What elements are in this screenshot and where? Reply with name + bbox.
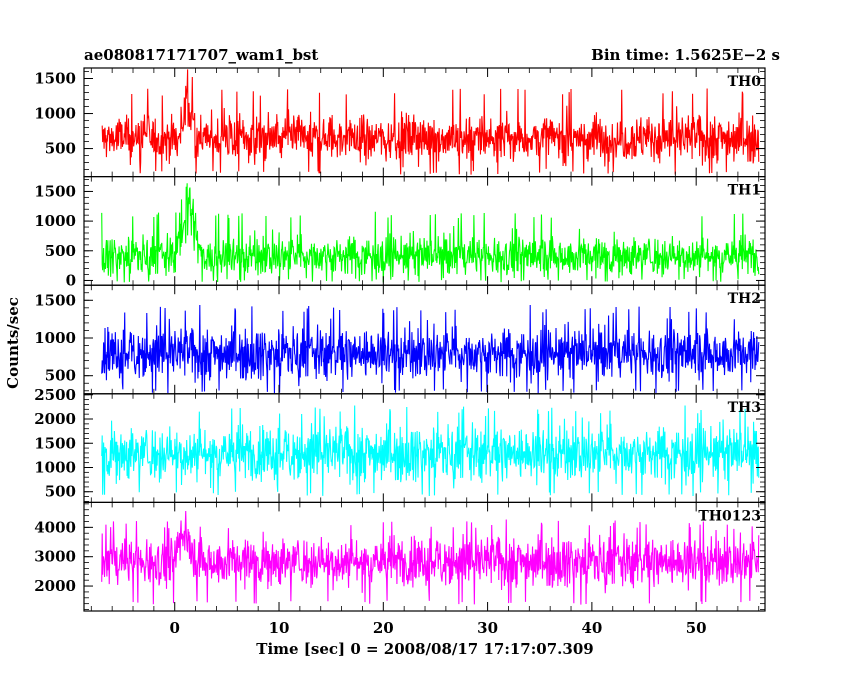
series-line-th0 (101, 69, 760, 175)
panel-label-th2: TH2 (728, 291, 761, 307)
y-tick-label: 2500 (34, 386, 76, 404)
y-tick-label: 1500 (34, 291, 76, 309)
x-tick-label: 40 (581, 619, 602, 637)
y-tick-label: 2000 (34, 577, 76, 595)
y-tick-label: 500 (45, 483, 76, 501)
panel-label-th3: TH3 (728, 400, 761, 416)
series-line-th2 (101, 305, 760, 394)
series-line-th0123 (101, 511, 760, 605)
chart-title-left: ae080817171707_wam1_bst (84, 46, 318, 64)
series-line-th3 (101, 405, 760, 497)
y-tick-label: 1000 (34, 329, 76, 347)
panel-label-th0123: TH0123 (698, 508, 761, 524)
y-tick-label: 500 (45, 242, 76, 260)
y-tick-label: 3000 (34, 548, 76, 566)
x-tick-label: 0 (170, 619, 180, 637)
y-tick-label: 1500 (34, 434, 76, 452)
y-tick-label: 1500 (34, 70, 76, 88)
x-tick-label: 30 (477, 619, 498, 637)
y-tick-label: 1000 (34, 458, 76, 476)
y-tick-label: 1500 (34, 182, 76, 200)
y-axis-label: Counts/sec (4, 297, 22, 389)
x-tick-label: 10 (269, 619, 290, 637)
y-tick-label: 1000 (34, 105, 76, 123)
panel-label-th0: TH0 (728, 74, 762, 90)
chart-title-right: Bin time: 1.5625E−2 s (591, 46, 780, 64)
y-tick-label: 0 (66, 271, 76, 289)
y-tick-label: 1000 (34, 212, 76, 230)
x-axis-label: Time [sec] 0 = 2008/08/17 17:17:07.309 (256, 640, 593, 658)
y-tick-label: 500 (45, 140, 76, 158)
y-tick-label: 500 (45, 367, 76, 385)
panel-label-th1: TH1 (728, 183, 761, 199)
y-tick-label: 2000 (34, 410, 76, 428)
x-tick-label: 50 (686, 619, 707, 637)
y-tick-label: 4000 (34, 518, 76, 536)
series-line-th1 (101, 183, 760, 283)
x-tick-label: 20 (373, 619, 394, 637)
